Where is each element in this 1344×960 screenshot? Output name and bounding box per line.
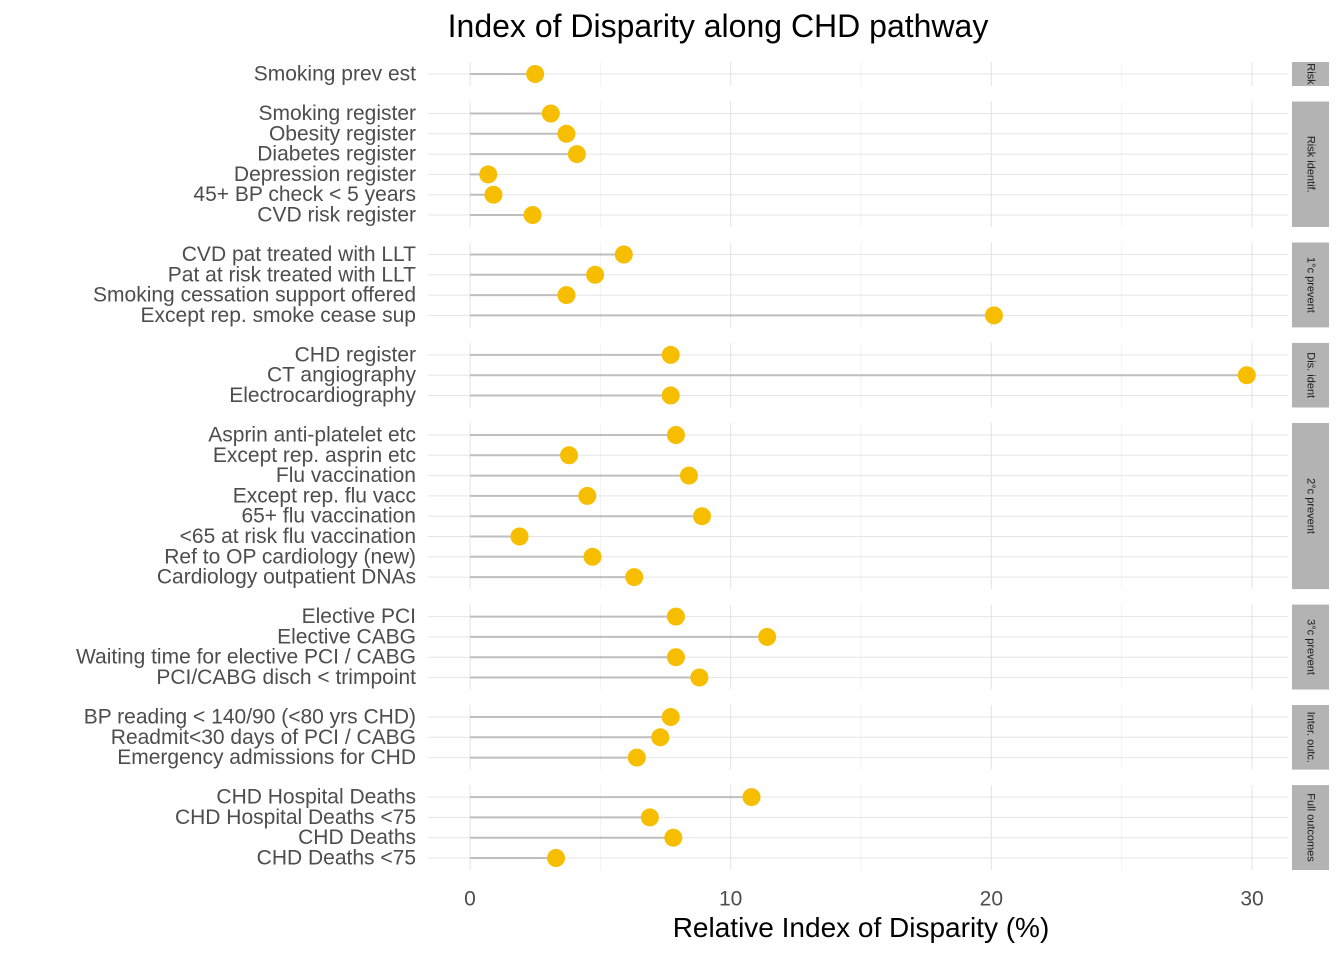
y-tick-label: Elective PCI — [302, 605, 416, 628]
data-point — [661, 386, 680, 405]
data-point — [586, 265, 605, 284]
data-point — [666, 426, 685, 444]
y-tick-label: Except rep. flu vacc — [233, 484, 416, 507]
data-point — [541, 104, 560, 123]
label-layer: Risk Smoking prev est Risk identif. Smoking… — [76, 62, 1329, 911]
y-tick-label: Elective CABG — [277, 625, 416, 648]
y-tick-label: Except rep. asprin etc — [213, 444, 416, 467]
data-point — [666, 607, 685, 626]
y-tick-label: PCI/CABG disch < trimpoint — [156, 666, 416, 689]
data-point — [742, 788, 761, 807]
data-point — [984, 306, 1003, 325]
data-point — [547, 849, 566, 867]
y-tick-label: <65 at risk flu vaccination — [180, 525, 416, 548]
data-point — [651, 728, 670, 747]
y-tick-label: CHD Deaths <75 — [257, 847, 416, 870]
data-point — [664, 828, 683, 847]
data-point — [523, 206, 542, 224]
facet-strip-label: Dis. ident — [1305, 352, 1317, 398]
data-point — [1237, 366, 1256, 385]
facet-strip-label: 3°c prevent — [1305, 619, 1317, 675]
data-point — [661, 708, 680, 726]
data-point — [666, 648, 685, 667]
y-tick-label: CVD risk register — [257, 204, 416, 227]
facet-strip — [1292, 242, 1329, 328]
facet-strip — [1292, 101, 1329, 227]
data-point — [625, 568, 644, 587]
y-tick-label: Diabetes register — [257, 143, 416, 166]
y-tick-label: Asprin anti-platelet etc — [208, 424, 416, 447]
y-tick-label: Smoking cessation support offered — [93, 284, 416, 307]
y-tick-label: Emergency admissions for CHD — [117, 746, 416, 769]
chart-title: Index of Disparity along CHD pathway — [447, 8, 989, 44]
facet-strip-label: Risk identif. — [1305, 136, 1317, 193]
facet-strip — [1292, 785, 1329, 870]
facet-strip — [1292, 423, 1329, 590]
y-tick-label: Electrocardiography — [229, 384, 416, 407]
facet-strip — [1292, 705, 1329, 770]
data-point — [567, 145, 586, 164]
data-point — [627, 748, 646, 767]
y-tick-label: 45+ BP check < 5 years — [193, 183, 416, 206]
facet-strip — [1292, 604, 1329, 690]
data-point — [557, 286, 576, 305]
y-tick-label: CHD Hospital Deaths — [216, 786, 416, 809]
x-tick-label: 10 — [719, 888, 742, 911]
facet-strip-label: Full outcomes — [1305, 793, 1317, 862]
facet-strip-label: Risk — [1305, 63, 1317, 85]
y-tick-label: CVD pat treated with LLT — [182, 243, 416, 266]
y-tick-label: CHD register — [295, 343, 416, 366]
x-axis-title: Relative Index of Disparity (%) — [672, 912, 1050, 943]
grid-layer — [428, 62, 1288, 870]
y-tick-label: CT angiography — [267, 364, 417, 387]
x-tick-label: 20 — [980, 888, 1003, 911]
y-tick-label: Flu vaccination — [276, 464, 416, 487]
y-tick-label: BP reading < 140/90 (<80 yrs CHD) — [84, 706, 416, 729]
y-tick-label: Except rep. smoke cease sup — [141, 304, 416, 327]
facet-strip — [1292, 342, 1329, 408]
y-tick-label: Smoking prev est — [254, 63, 416, 86]
y-tick-label: 65+ flu vaccination — [241, 505, 416, 528]
y-tick-label: Readmit<30 days of PCI / CABG — [111, 726, 416, 749]
y-tick-label: Depression register — [234, 163, 416, 186]
data-point — [578, 486, 597, 505]
y-tick-label: Ref to OP cardiology (new) — [164, 545, 416, 568]
y-tick-label: Waiting time for elective PCI / CABG — [76, 646, 416, 669]
facet-strip-label: 2°c prevent — [1305, 478, 1317, 534]
data-point — [692, 507, 711, 526]
y-tick-label: Cardiology outpatient DNAs — [157, 566, 416, 589]
data-point — [661, 345, 680, 364]
data-point — [484, 185, 503, 204]
y-tick-label: Pat at risk treated with LLT — [168, 263, 416, 286]
data-point — [526, 65, 545, 83]
data-point — [640, 808, 659, 827]
data-point — [758, 627, 777, 646]
data-point — [560, 446, 579, 465]
y-tick-label: CHD Hospital Deaths <75 — [175, 806, 416, 829]
data-point — [679, 466, 698, 485]
facet-strip-label: 1°c prevent — [1305, 257, 1317, 313]
y-tick-label: Smoking register — [258, 102, 416, 125]
data-point — [614, 245, 633, 264]
data-point — [557, 124, 576, 143]
marks-layer — [470, 65, 1256, 867]
data-point — [479, 165, 498, 184]
facet-strip — [1292, 62, 1329, 86]
data-point — [510, 527, 529, 546]
facet-strip-label: Inter. outc. — [1305, 712, 1317, 763]
x-tick-label: 30 — [1240, 888, 1263, 911]
data-point — [583, 547, 602, 566]
data-point — [690, 668, 709, 687]
y-tick-label: CHD Deaths — [298, 826, 416, 849]
y-tick-label: Obesity register — [269, 122, 416, 145]
x-tick-label: 0 — [464, 888, 476, 911]
